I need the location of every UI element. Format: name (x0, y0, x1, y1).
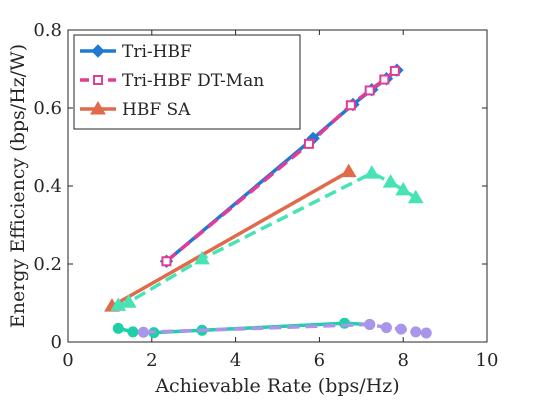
data-point (395, 181, 412, 196)
legend-entry: HBF SA (80, 100, 191, 120)
plot-frame (67, 29, 488, 343)
x-tick-label: 10 (476, 350, 499, 371)
data-point (303, 138, 314, 149)
data-point (380, 322, 392, 334)
legend-entry: Tri-HBF (80, 42, 192, 62)
y-axis-label: Energy Efficiency (bps/Hz/W) (7, 44, 29, 328)
axis-tick-labels: 0 2 4 6 8 10 0 0.2 0.4 0.6 0.8 (33, 20, 498, 371)
legend-marker (91, 44, 105, 58)
x-tick-label: 6 (314, 350, 325, 371)
x-tick-label: 0 (62, 350, 73, 371)
data-point (379, 74, 390, 85)
data-point (194, 250, 210, 265)
data-point (137, 326, 149, 338)
y-tick-label: 0.2 (33, 254, 62, 275)
y-tick-label: 0 (51, 332, 62, 353)
legend-marker (90, 101, 106, 115)
y-tick-label: 0.4 (33, 176, 62, 197)
data-point (410, 326, 422, 338)
data-point (120, 294, 137, 308)
data-point (395, 323, 407, 335)
legend-label: HBF SA (122, 100, 191, 120)
data-point (364, 318, 376, 330)
series-line (111, 170, 350, 308)
legend-label: Tri-HBF (122, 42, 192, 62)
x-tick-label: 8 (397, 350, 408, 371)
legend-marker (93, 75, 103, 85)
series-line (165, 69, 396, 263)
x-axis-label: Achievable Rate (bps/Hz) (154, 375, 399, 397)
data-point (382, 174, 399, 188)
y-tick-label: 0.8 (33, 20, 62, 41)
data-point (112, 322, 124, 334)
data-point (340, 163, 357, 178)
data-point (127, 326, 139, 338)
data-point (161, 256, 172, 267)
legend-label: Tri-HBF DT-Man (122, 71, 264, 91)
data-point (407, 189, 424, 204)
data-point (363, 165, 380, 179)
data-point (364, 85, 375, 96)
series-4 (110, 165, 424, 311)
legend-entry: Tri-HBF DT-Man (80, 71, 264, 91)
data-point (345, 100, 356, 111)
series-6 (137, 318, 432, 339)
x-tick-label: 2 (146, 350, 157, 371)
data-point (389, 65, 400, 76)
legend: Tri-HBF Tri-HBF DT-Man HBF SA (73, 34, 301, 130)
series-layer (104, 63, 432, 339)
data-point (420, 327, 432, 339)
y-tick-label: 0.6 (33, 98, 62, 119)
x-tick-label: 4 (230, 350, 241, 371)
series-2 (161, 65, 400, 267)
